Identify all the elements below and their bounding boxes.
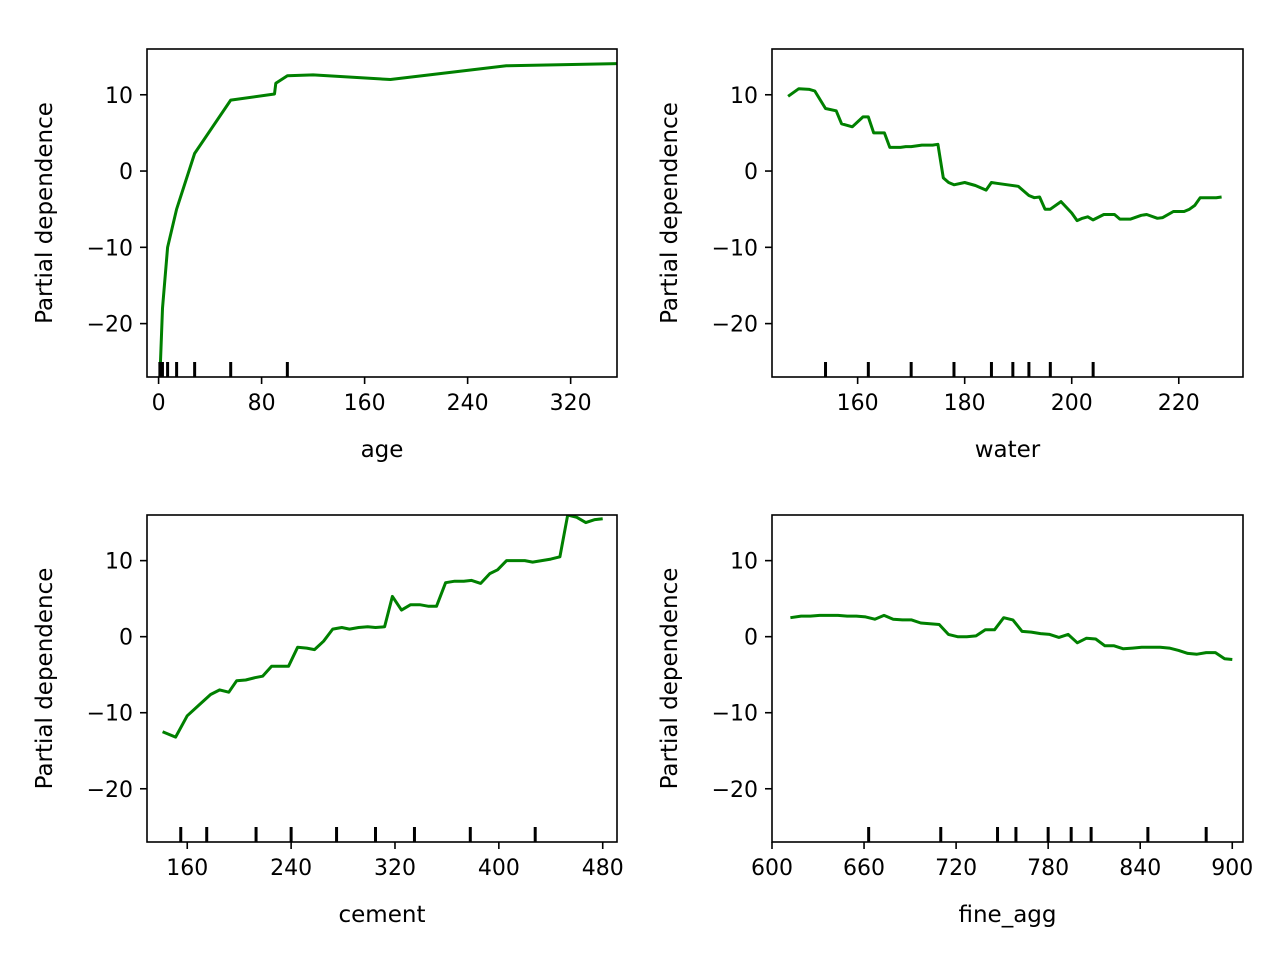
y-tick-label: −10 [712, 236, 758, 261]
axes-frame [771, 48, 1244, 378]
x-tick-label: 240 [270, 856, 312, 881]
y-tick-label: 0 [744, 160, 758, 185]
axes-frame [146, 514, 618, 843]
x-axis-label: age [361, 437, 404, 463]
y-tick-label: 10 [105, 550, 133, 575]
y-axis-label: Partial dependence [32, 568, 58, 790]
y-tick-label: 10 [730, 84, 758, 109]
x-tick-label: 160 [837, 391, 879, 416]
y-tick-label: −10 [87, 702, 133, 727]
x-tick-label: 200 [1051, 391, 1093, 416]
series-line [790, 613, 1233, 661]
series-line [162, 515, 603, 739]
x-tick-label: 660 [843, 856, 885, 881]
y-tick-label: 10 [730, 550, 758, 575]
series-line [158, 62, 617, 377]
x-tick-label: 80 [248, 391, 276, 416]
x-tick-label: 780 [1027, 856, 1069, 881]
y-axis-label: Partial dependence [657, 102, 683, 324]
x-tick-label: 320 [550, 391, 592, 416]
x-tick-label: 180 [944, 391, 986, 416]
x-tick-label: 480 [582, 856, 624, 881]
subplot-water: 160 180 200 220 10 0 −10 −20 water Partial depend… [657, 48, 1244, 463]
y-tick-label: 0 [119, 160, 133, 185]
x-tick-label: 0 [152, 391, 166, 416]
x-tick-label: 600 [751, 856, 793, 881]
y-tick-label: −10 [87, 236, 133, 261]
y-tick-label: 10 [105, 84, 133, 109]
x-tick-label: 240 [447, 391, 489, 416]
axes-frame [771, 514, 1244, 843]
axes-frame [146, 48, 618, 378]
y-tick-label: −20 [712, 778, 758, 803]
x-axis-label: cement [339, 902, 426, 928]
y-tick-label: −20 [712, 313, 758, 338]
x-tick-label: 160 [344, 391, 386, 416]
x-tick-label: 900 [1211, 856, 1253, 881]
y-axis-label: Partial dependence [32, 102, 58, 324]
subplot-cement: 160 240 320 400 480 10 0 −10 −20 cement Partial de… [32, 514, 624, 928]
x-tick-label: 840 [1119, 856, 1161, 881]
y-tick-label: −10 [712, 702, 758, 727]
subplot-fine-agg: 600 660 720 780 840 900 10 0 −10 −20 fine_agg Parti… [657, 514, 1253, 928]
y-tick-label: 0 [119, 626, 133, 651]
y-tick-label: −20 [87, 778, 133, 803]
series-line [787, 87, 1222, 223]
y-tick-label: −20 [87, 313, 133, 338]
x-tick-label: 220 [1158, 391, 1200, 416]
x-tick-label: 160 [166, 856, 208, 881]
x-tick-label: 320 [374, 856, 416, 881]
x-axis-label: water [975, 437, 1041, 463]
x-axis-label: fine_agg [958, 902, 1056, 928]
y-axis-label: Partial dependence [657, 568, 683, 790]
subplot-age: 0 80 160 240 320 10 0 −10 −20 age Partial dependen… [32, 48, 618, 463]
x-tick-label: 720 [935, 856, 977, 881]
y-tick-label: 0 [744, 626, 758, 651]
x-tick-label: 400 [478, 856, 520, 881]
